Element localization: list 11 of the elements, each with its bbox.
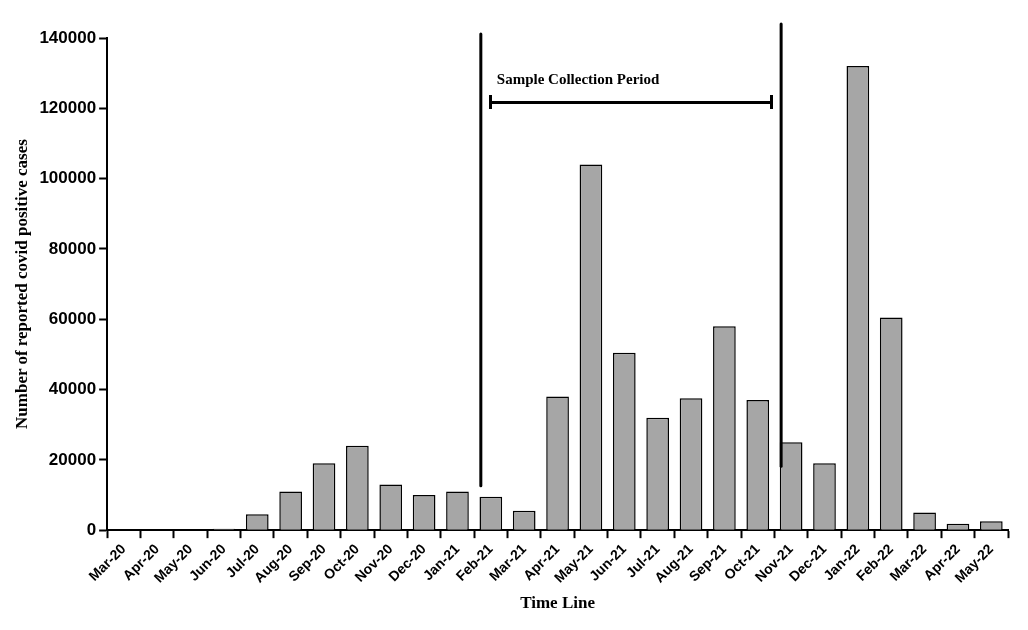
y-tick-label: 100000 (39, 168, 97, 188)
x-axis-title: Time Line (520, 593, 596, 613)
y-tick-label: 40000 (48, 379, 97, 399)
annotation: Sample Collection Period (496, 71, 660, 88)
y-tick-label: 0 (86, 519, 97, 539)
y-tick-label: 120000 (39, 98, 97, 117)
y-axis-title: Number of reported covid positive cases (11, 138, 31, 429)
y-tick-label: 80000 (48, 238, 97, 258)
y-tick-label: 60000 (48, 308, 97, 328)
y-tick-label: 20000 (48, 449, 97, 469)
y-tick-label: 140000 (39, 27, 97, 47)
